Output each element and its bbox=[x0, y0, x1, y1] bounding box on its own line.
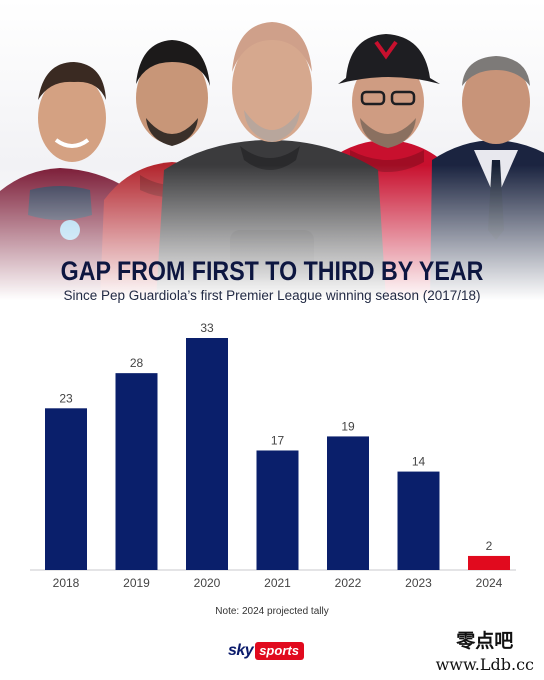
sky-sports-logo: sky sports bbox=[228, 640, 304, 662]
data-label-2024: 2 bbox=[486, 539, 493, 553]
x-tick-label-2020: 2020 bbox=[194, 576, 221, 590]
title-block: GAP FROM FIRST TO THIRD BY YEAR Since Pe… bbox=[0, 256, 544, 303]
data-label-2018: 23 bbox=[59, 391, 73, 405]
x-tick-label-2024: 2024 bbox=[476, 576, 503, 590]
watermark: 零点吧 www.Ldb.cc bbox=[436, 626, 534, 674]
brand-sky-text: sky bbox=[228, 642, 254, 659]
bar-2020 bbox=[186, 338, 228, 570]
bar-2018 bbox=[45, 408, 87, 570]
x-tick-label-2022: 2022 bbox=[335, 576, 362, 590]
bar-chart-svg: 23 2018 28 2019 33 2020 17 2021 19 2022 14 2023 2 202… bbox=[30, 321, 516, 590]
managers-photo: AXA bbox=[0, 0, 544, 300]
bar-chart: 23 2018 28 2019 33 2020 17 2021 19 2022 14 2023 2 202… bbox=[0, 300, 544, 600]
brand-sports-text: sports bbox=[255, 642, 304, 660]
bar-2022 bbox=[327, 436, 369, 570]
x-tick-label-2023: 2023 bbox=[405, 576, 432, 590]
x-tick-label-2018: 2018 bbox=[53, 576, 80, 590]
data-label-2022: 19 bbox=[341, 419, 355, 433]
data-label-2023: 14 bbox=[412, 455, 426, 469]
bar-2019 bbox=[115, 373, 158, 570]
footnote: Note: 2024 projected tally bbox=[215, 606, 329, 617]
x-tick-label-2021: 2021 bbox=[264, 576, 291, 590]
watermark-top: 零点吧 bbox=[456, 630, 514, 652]
bar-2024 bbox=[468, 555, 510, 570]
bar-2021 bbox=[256, 450, 299, 570]
data-label-2019: 28 bbox=[130, 356, 144, 370]
watermark-bottom: www.Ldb.cc bbox=[435, 655, 534, 674]
x-tick-label-2019: 2019 bbox=[123, 576, 150, 590]
managers-photo-banner: AXA bbox=[0, 0, 544, 300]
bar-2023 bbox=[397, 471, 440, 570]
chart-subtitle: Since Pep Guardiola’s first Premier Leag… bbox=[63, 288, 481, 303]
data-label-2020: 33 bbox=[200, 321, 214, 335]
data-label-2021: 17 bbox=[271, 433, 285, 447]
chart-title: GAP FROM FIRST TO THIRD BY YEAR bbox=[60, 256, 484, 286]
